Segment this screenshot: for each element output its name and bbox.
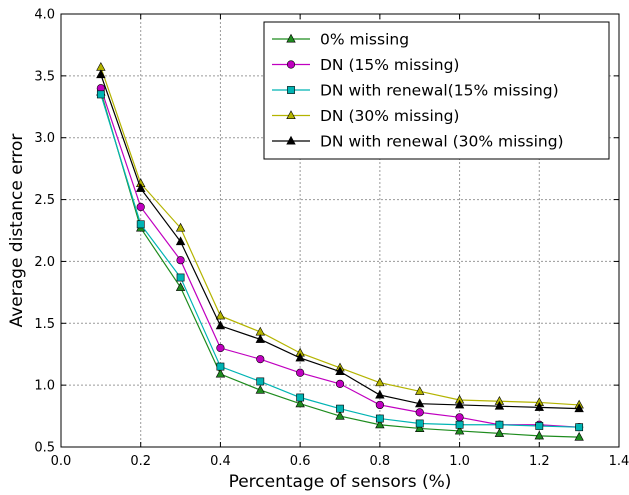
x-tick-label: 1.2 [529, 454, 550, 469]
data-point [534, 402, 544, 411]
data-point [256, 377, 265, 386]
series-1 [96, 86, 584, 441]
data-point [96, 69, 106, 79]
legend-marker [287, 86, 295, 94]
data-point [335, 410, 345, 420]
data-point [415, 386, 425, 395]
legend-label: DN with renewal(15% missing) [320, 82, 559, 100]
data-point [175, 236, 186, 246]
data-point [454, 425, 465, 435]
data-point [494, 428, 505, 437]
data-point [216, 362, 225, 371]
data-point [454, 399, 465, 409]
data-point [255, 384, 265, 394]
y-tick-label: 3.5 [34, 69, 55, 84]
x-tick-label: 1.0 [449, 454, 470, 469]
legend-item-1: 0% missing [272, 31, 409, 49]
data-point [335, 366, 345, 376]
data-point [175, 282, 186, 291]
legend-item-3: DN with renewal(15% missing) [272, 82, 559, 100]
data-point [575, 423, 584, 432]
data-point [215, 310, 226, 320]
legend-label: DN with renewal (30% missing) [320, 133, 564, 151]
data-point [574, 403, 584, 413]
data-point [216, 343, 225, 353]
x-tick-label: 0.8 [370, 454, 391, 469]
series-5 [96, 69, 584, 413]
data-point [136, 202, 145, 212]
y-tick-label: 1.5 [34, 317, 55, 332]
series-group [96, 61, 584, 441]
legend-marker [286, 33, 296, 43]
data-point [136, 183, 146, 192]
data-point [256, 355, 265, 364]
legend-marker [286, 135, 296, 145]
data-point [375, 389, 385, 399]
data-point [375, 377, 385, 387]
y-tick-label: 3.0 [34, 131, 55, 146]
data-point [375, 419, 385, 429]
legend-item-2: DN (15% missing) [272, 56, 459, 74]
data-point [215, 320, 226, 330]
x-tick-label: 1.4 [609, 454, 629, 469]
legend: 0% missing DN (15% missing) DN with renewa… [263, 21, 610, 160]
data-point [455, 420, 464, 429]
data-point [495, 420, 504, 429]
legend-label: DN (30% missing) [320, 107, 459, 125]
x-axis-label: Percentage of sensors (%) [229, 472, 452, 492]
data-point [255, 334, 265, 343]
legend-item-4: DN (30% missing) [272, 107, 459, 125]
data-point [415, 423, 425, 432]
data-point [415, 419, 424, 428]
data-point [534, 430, 544, 440]
legend-label: DN (15% missing) [320, 56, 459, 74]
y-tick-label: 4.0 [34, 8, 55, 23]
legend-marker [286, 60, 296, 69]
data-point [136, 220, 145, 229]
data-point [336, 404, 344, 413]
data-point [415, 408, 424, 417]
data-point [296, 393, 305, 402]
y-axis-label: Average distance error [7, 134, 27, 328]
legend-box [263, 21, 610, 160]
data-point [335, 379, 345, 389]
x-tick-label: 0.6 [290, 454, 311, 469]
data-point [375, 400, 384, 410]
data-point [415, 398, 425, 408]
y-tick-label: 1.0 [34, 379, 55, 394]
data-point [574, 431, 584, 441]
x-tick-label: 0.0 [51, 454, 72, 469]
data-point [455, 413, 464, 422]
data-point [175, 222, 186, 232]
data-point [215, 368, 226, 378]
data-point [295, 352, 305, 362]
data-point [375, 414, 384, 423]
series-3 [96, 90, 584, 432]
x-tick-label: 0.4 [210, 454, 231, 469]
data-point [176, 273, 185, 282]
legend-marker [286, 110, 296, 119]
x-tick-label: 0.2 [130, 454, 151, 469]
y-tick-label: 0.5 [34, 441, 55, 456]
legend-label: 0% missing [320, 31, 409, 49]
data-point [535, 422, 544, 430]
axis-ticks: 0.0 0.2 0.4 0.6 0.8 1.0 1.2 1.4 0.5 1.0 1.5 2.0 2.5 3… [34, 8, 629, 470]
data-point [295, 398, 305, 408]
data-point [96, 90, 105, 99]
y-tick-label: 2.5 [34, 193, 55, 208]
data-point [494, 400, 505, 410]
legend-item-5: DN with renewal (30% missing) [272, 133, 564, 151]
plot-frame [60, 13, 620, 448]
data-point [296, 368, 305, 377]
data-point [176, 256, 185, 265]
y-tick-label: 2.0 [34, 255, 55, 270]
